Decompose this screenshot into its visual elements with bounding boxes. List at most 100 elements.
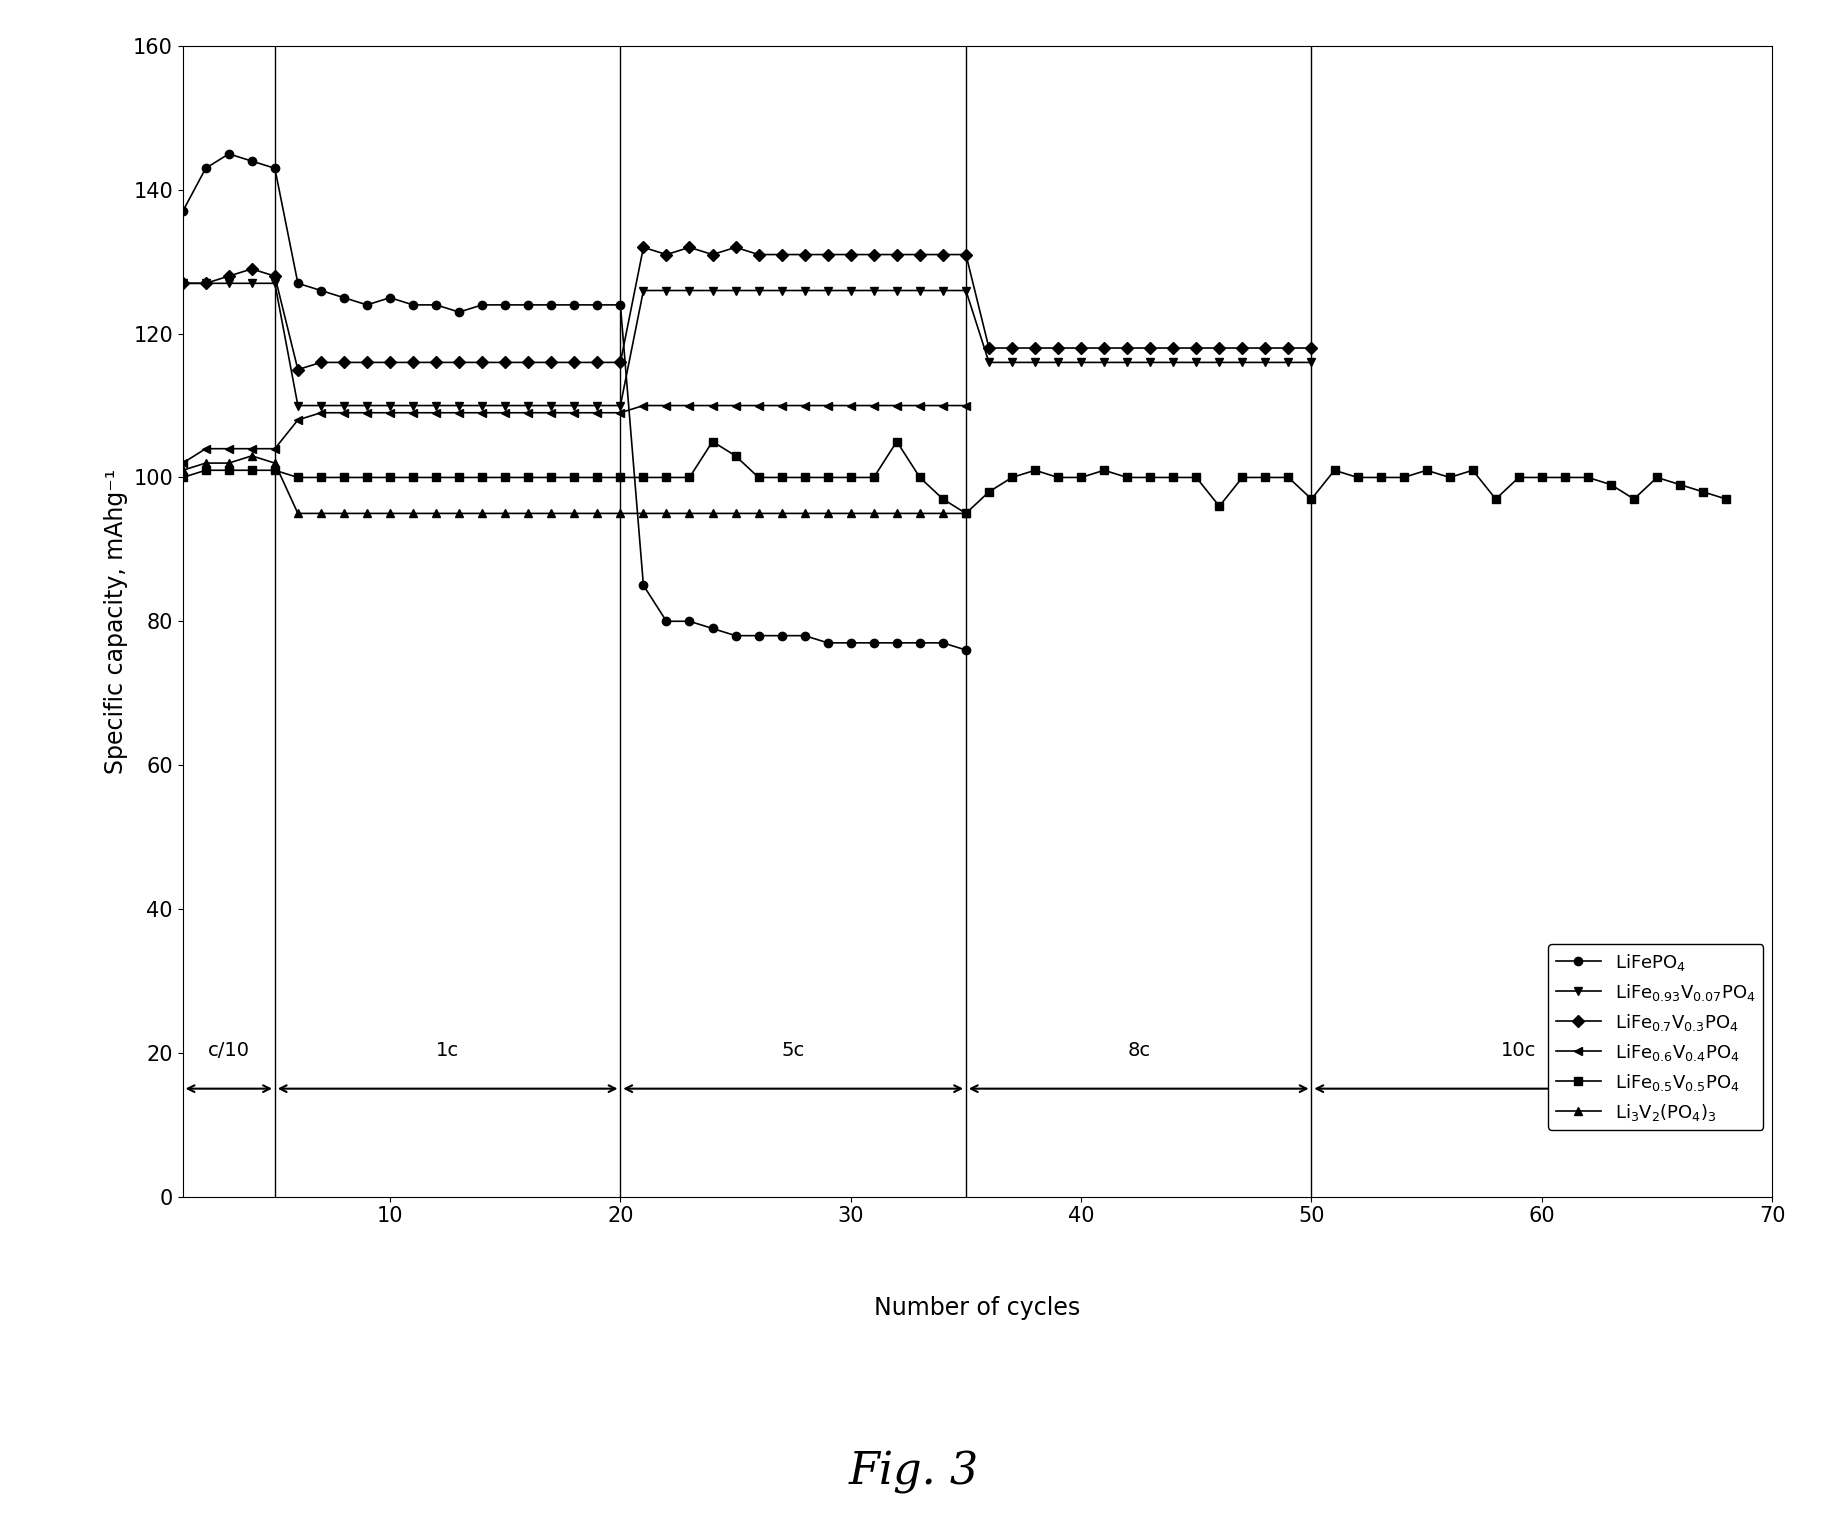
Line: LiFe$_{0.7}$V$_{0.3}$PO$_4$: LiFe$_{0.7}$V$_{0.3}$PO$_4$ [179,244,1315,374]
LiFe$_{0.5}$V$_{0.5}$PO$_4$ [1600,476,1622,494]
LiFe$_{0.7}$V$_{0.3}$PO$_4$ [656,245,678,264]
LiFe$_{0.93}$V$_{0.07}$PO$_4$ [172,275,194,293]
LiFe$_{0.93}$V$_{0.07}$PO$_4$ [217,275,239,293]
LiFe$_{0.7}$V$_{0.3}$PO$_4$ [217,267,239,285]
Li$_3$V$_2$(PO$_4$)$_3$ [747,505,769,523]
LiFe$_{0.7}$V$_{0.3}$PO$_4$ [1186,339,1208,357]
LiFe$_{0.7}$V$_{0.3}$PO$_4$ [632,238,654,256]
LiFePO$_4$ [563,296,585,314]
LiFePO$_4$ [725,626,747,644]
Li$_3$V$_2$(PO$_4$)$_3$ [333,505,354,523]
LiFe$_{0.5}$V$_{0.5}$PO$_4$ [1622,489,1644,508]
LiFePO$_4$ [793,626,815,644]
LiFePO$_4$ [586,296,608,314]
LiFe$_{0.6}$V$_{0.4}$PO$_4$ [172,454,194,472]
LiFe$_{0.93}$V$_{0.07}$PO$_4$ [563,396,585,414]
LiFe$_{0.6}$V$_{0.4}$PO$_4$ [287,411,309,430]
LiFe$_{0.7}$V$_{0.3}$PO$_4$ [402,353,424,371]
LiFe$_{0.6}$V$_{0.4}$PO$_4$ [793,396,815,414]
LiFe$_{0.6}$V$_{0.4}$PO$_4$ [311,403,333,422]
Li$_3$V$_2$(PO$_4$)$_3$ [263,454,285,472]
LiFe$_{0.6}$V$_{0.4}$PO$_4$ [932,396,954,414]
LiFe$_{0.7}$V$_{0.3}$PO$_4$ [771,245,793,264]
LiFe$_{0.93}$V$_{0.07}$PO$_4$ [471,396,493,414]
LiFe$_{0.6}$V$_{0.4}$PO$_4$ [586,403,608,422]
LiFe$_{0.7}$V$_{0.3}$PO$_4$ [541,353,563,371]
LiFe$_{0.93}$V$_{0.07}$PO$_4$ [656,281,678,299]
LiFe$_{0.5}$V$_{0.5}$PO$_4$ [956,505,977,523]
Y-axis label: Specific capacity, mAhg⁻¹: Specific capacity, mAhg⁻¹ [104,469,128,773]
LiFe$_{0.93}$V$_{0.07}$PO$_4$ [333,396,354,414]
LiFePO$_4$ [471,296,493,314]
LiFe$_{0.7}$V$_{0.3}$PO$_4$ [495,353,517,371]
LiFePO$_4$ [886,634,908,652]
LiFe$_{0.6}$V$_{0.4}$PO$_4$ [495,403,517,422]
LiFePO$_4$ [632,577,654,595]
LiFe$_{0.93}$V$_{0.07}$PO$_4$ [678,281,700,299]
LiFePO$_4$ [495,296,517,314]
LiFe$_{0.6}$V$_{0.4}$PO$_4$ [378,403,400,422]
LiFe$_{0.93}$V$_{0.07}$PO$_4$ [195,275,217,293]
Li$_3$V$_2$(PO$_4$)$_3$ [448,505,470,523]
LiFe$_{0.7}$V$_{0.3}$PO$_4$ [241,259,263,278]
LiFePO$_4$ [908,634,930,652]
LiFe$_{0.93}$V$_{0.07}$PO$_4$ [725,281,747,299]
Li$_3$V$_2$(PO$_4$)$_3$ [632,505,654,523]
LiFe$_{0.7}$V$_{0.3}$PO$_4$ [1277,339,1299,357]
LiFe$_{0.93}$V$_{0.07}$PO$_4$ [862,281,884,299]
LiFe$_{0.93}$V$_{0.07}$PO$_4$ [610,396,632,414]
Li$_3$V$_2$(PO$_4$)$_3$ [195,454,217,472]
Legend: LiFePO$_4$, LiFe$_{0.93}$V$_{0.07}$PO$_4$, LiFe$_{0.7}$V$_{0.3}$PO$_4$, LiFe$_{0: LiFePO$_4$, LiFe$_{0.93}$V$_{0.07}$PO$_4… [1549,945,1763,1131]
LiFe$_{0.93}$V$_{0.07}$PO$_4$ [1001,353,1023,371]
LiFePO$_4$ [517,296,539,314]
LiFePO$_4$ [217,144,239,163]
LiFe$_{0.7}$V$_{0.3}$PO$_4$ [195,275,217,293]
Li$_3$V$_2$(PO$_4$)$_3$ [956,505,977,523]
LiFe$_{0.7}$V$_{0.3}$PO$_4$ [1001,339,1023,357]
Li$_3$V$_2$(PO$_4$)$_3$ [678,505,700,523]
Li$_3$V$_2$(PO$_4$)$_3$ [610,505,632,523]
LiFe$_{0.7}$V$_{0.3}$PO$_4$ [1116,339,1138,357]
LiFe$_{0.7}$V$_{0.3}$PO$_4$ [1025,339,1047,357]
LiFePO$_4$ [172,202,194,221]
LiFe$_{0.7}$V$_{0.3}$PO$_4$ [678,238,700,256]
LiFe$_{0.93}$V$_{0.07}$PO$_4$ [356,396,378,414]
LiFe$_{0.6}$V$_{0.4}$PO$_4$ [333,403,354,422]
LiFe$_{0.93}$V$_{0.07}$PO$_4$ [1025,353,1047,371]
LiFe$_{0.5}$V$_{0.5}$PO$_4$ [702,433,723,451]
LiFe$_{0.93}$V$_{0.07}$PO$_4$ [632,281,654,299]
Li$_3$V$_2$(PO$_4$)$_3$ [840,505,862,523]
Li$_3$V$_2$(PO$_4$)$_3$ [702,505,723,523]
LiFe$_{0.6}$V$_{0.4}$PO$_4$ [956,396,977,414]
LiFe$_{0.7}$V$_{0.3}$PO$_4$ [333,353,354,371]
LiFe$_{0.93}$V$_{0.07}$PO$_4$ [1116,353,1138,371]
LiFe$_{0.93}$V$_{0.07}$PO$_4$ [495,396,517,414]
LiFe$_{0.7}$V$_{0.3}$PO$_4$ [1093,339,1114,357]
LiFePO$_4$ [840,634,862,652]
LiFePO$_4$ [426,296,448,314]
LiFe$_{0.5}$V$_{0.5}$PO$_4$ [172,468,194,486]
LiFe$_{0.6}$V$_{0.4}$PO$_4$ [817,396,839,414]
LiFe$_{0.93}$V$_{0.07}$PO$_4$ [1140,353,1162,371]
LiFe$_{0.7}$V$_{0.3}$PO$_4$ [263,267,285,285]
LiFe$_{0.6}$V$_{0.4}$PO$_4$ [563,403,585,422]
Li$_3$V$_2$(PO$_4$)$_3$ [656,505,678,523]
LiFe$_{0.93}$V$_{0.07}$PO$_4$ [1255,353,1277,371]
LiFePO$_4$ [656,612,678,630]
X-axis label: Number of cycles: Number of cycles [875,1296,1080,1319]
LiFe$_{0.6}$V$_{0.4}$PO$_4$ [656,396,678,414]
LiFe$_{0.93}$V$_{0.07}$PO$_4$ [541,396,563,414]
LiFe$_{0.93}$V$_{0.07}$PO$_4$ [956,281,977,299]
LiFePO$_4$ [333,288,354,307]
LiFePO$_4$ [771,626,793,644]
LiFe$_{0.7}$V$_{0.3}$PO$_4$ [793,245,815,264]
LiFePO$_4$ [311,281,333,299]
LiFe$_{0.93}$V$_{0.07}$PO$_4$ [517,396,539,414]
LiFe$_{0.93}$V$_{0.07}$PO$_4$ [263,275,285,293]
LiFe$_{0.7}$V$_{0.3}$PO$_4$ [702,245,723,264]
Li$_3$V$_2$(PO$_4$)$_3$ [817,505,839,523]
Li$_3$V$_2$(PO$_4$)$_3$ [517,505,539,523]
LiFe$_{0.7}$V$_{0.3}$PO$_4$ [563,353,585,371]
LiFe$_{0.5}$V$_{0.5}$PO$_4$ [1577,468,1599,486]
LiFe$_{0.6}$V$_{0.4}$PO$_4$ [448,403,470,422]
